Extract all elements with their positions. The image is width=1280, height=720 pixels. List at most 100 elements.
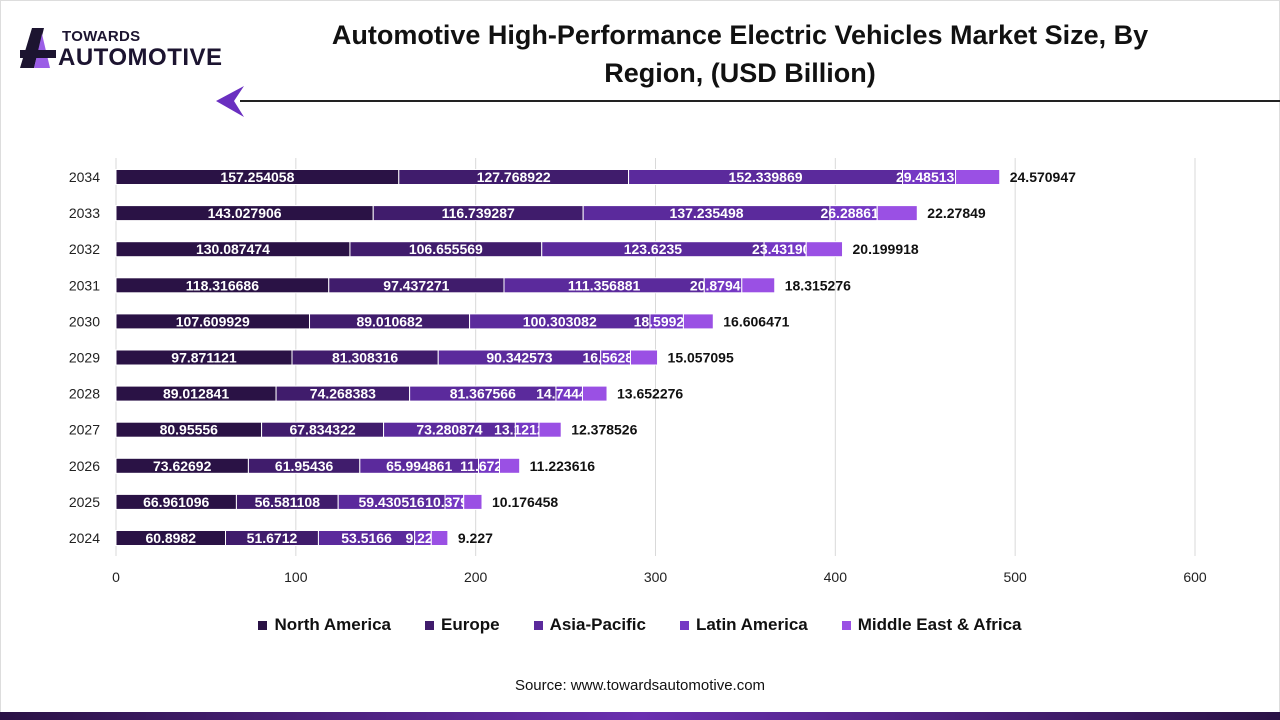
x-tick-label: 600 (1183, 569, 1207, 585)
legend-swatch (425, 620, 434, 630)
data-label: 61.95436 (275, 458, 334, 474)
data-label: 90.342573 (486, 350, 552, 366)
bar-segment (538, 421, 562, 438)
x-tick-label: 500 (1003, 569, 1027, 585)
legend-item: Middle East & Africa (841, 615, 1022, 635)
data-label: 20.199918 (853, 241, 919, 257)
data-label: 137.235498 (670, 205, 744, 221)
y-tick-label: 2031 (69, 277, 100, 293)
legend-item: Latin America (679, 615, 808, 635)
legend-item: North America (258, 615, 391, 635)
x-tick-label: 300 (644, 569, 668, 585)
x-tick-label: 200 (464, 569, 488, 585)
data-label: 24.570947 (1010, 169, 1076, 185)
data-label: 81.308316 (332, 350, 398, 366)
data-label: 60.8982 (145, 530, 196, 546)
data-label: 66.961096 (143, 494, 209, 510)
legend-label: Latin America (695, 615, 808, 634)
legend-swatch (258, 620, 268, 630)
data-label: 67.834322 (289, 422, 355, 438)
y-tick-label: 2030 (69, 313, 100, 329)
y-tick-label: 2029 (69, 350, 100, 366)
data-label: 118.316686 (186, 277, 259, 293)
data-label: 89.012841 (163, 386, 229, 402)
data-label: 73.280874 (416, 422, 482, 438)
data-label: 51.6712 (247, 530, 298, 546)
data-label: 111.356881 (568, 277, 641, 293)
bar-segment (581, 385, 608, 402)
y-tick-label: 2032 (69, 241, 100, 257)
chart-legend: North America Europe Asia-Pacific Latin Ame… (0, 615, 1280, 635)
legend-swatch (679, 620, 689, 630)
data-label: 127.768922 (477, 169, 551, 185)
legend-item: Asia-Pacific (533, 615, 646, 635)
legend-item: Europe (425, 615, 500, 635)
bar-segment (430, 530, 449, 546)
y-tick-label: 2024 (69, 530, 100, 546)
data-label: 81.367566 (450, 386, 516, 402)
y-tick-label: 2033 (69, 205, 100, 221)
source-note: Source: www.towardsautomotive.com (514, 677, 766, 694)
data-label: 10.176458 (492, 494, 558, 510)
data-label: 65.994861 (386, 458, 452, 474)
data-label: 73.62692 (153, 458, 212, 474)
y-tick-label: 2027 (69, 422, 100, 438)
data-label: 107.609929 (176, 313, 250, 329)
data-label: 89.010682 (356, 313, 422, 329)
bar-segment (463, 493, 483, 510)
data-label: 152.339869 (729, 169, 803, 185)
y-tick-label: 2028 (69, 386, 100, 402)
data-label: 26.288618 (820, 205, 886, 221)
towards-automotive-logo: TOWARDS AUTOMOTIVE (20, 26, 230, 76)
data-label: 22.27849 (927, 205, 986, 221)
bar-segment (741, 277, 776, 294)
data-label: 20.879415 (690, 277, 756, 293)
data-label: 13.652276 (617, 386, 683, 402)
bar-segment (955, 169, 1001, 185)
x-tick-label: 0 (112, 569, 120, 585)
data-label: 123.6235 (624, 241, 683, 257)
y-tick-label: 2026 (69, 458, 100, 474)
arrow-left-icon (216, 86, 244, 117)
data-label: 15.057095 (668, 350, 734, 366)
bar-segment (805, 241, 844, 258)
data-label: 56.581108 (255, 494, 321, 510)
data-label: 12.378526 (571, 422, 637, 438)
x-tick-label: 100 (284, 569, 308, 585)
data-label: 106.655569 (409, 241, 483, 257)
chart-title: Automotive High-Performance Electric Veh… (331, 20, 1149, 88)
logo-mark-icon (20, 28, 56, 68)
data-label: 116.739287 (442, 205, 515, 221)
data-label: 97.437271 (383, 277, 449, 293)
data-label: 97.871121 (171, 350, 237, 366)
data-label: 100.303082 (523, 313, 597, 329)
bar-segment (682, 313, 714, 330)
data-label: 53.5166 (341, 530, 392, 546)
title-divider (240, 100, 1280, 102)
legend-label: Middle East & Africa (857, 615, 1022, 634)
data-label: 23.431905 (752, 241, 818, 257)
y-tick-label: 2025 (69, 494, 100, 510)
legend-label: North America (274, 615, 391, 634)
data-label: 59.430516 (359, 494, 425, 510)
data-label: 9.227 (458, 530, 493, 546)
data-label: 143.027906 (208, 205, 282, 221)
legend-swatch (533, 620, 543, 630)
bar-segment (629, 349, 659, 366)
data-label: 29.485136 (896, 169, 962, 185)
legend-swatch (841, 620, 851, 630)
y-tick-label: 2034 (69, 169, 100, 185)
legend-label: Asia-Pacific (549, 615, 646, 634)
data-label: 74.268383 (310, 386, 376, 402)
data-label: 11.223616 (530, 458, 596, 474)
data-label: 157.254058 (220, 169, 294, 185)
bottom-accent-bar (0, 712, 1280, 720)
data-label: 16.606471 (723, 313, 789, 329)
data-label: 80.95556 (160, 422, 219, 438)
data-label: 18.315276 (785, 277, 851, 293)
legend-label: Europe (441, 615, 500, 634)
bar-segment (876, 205, 918, 222)
x-tick-label: 400 (824, 569, 848, 585)
bar-segment (498, 457, 521, 474)
